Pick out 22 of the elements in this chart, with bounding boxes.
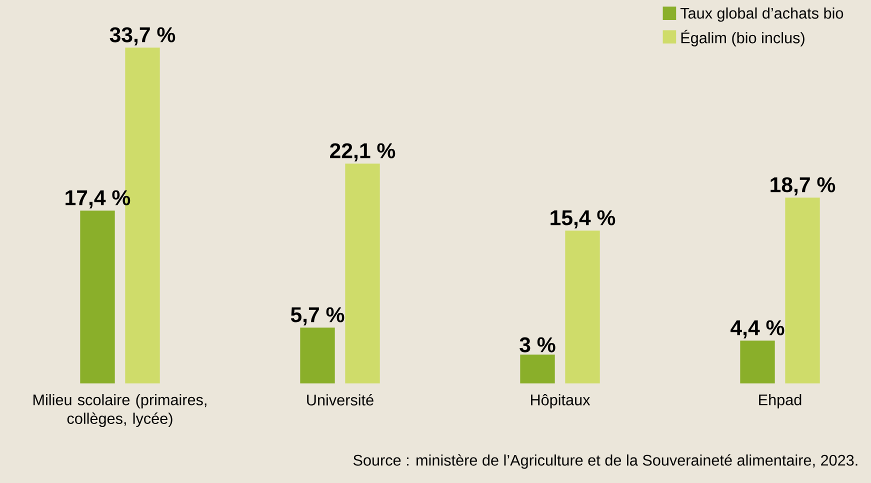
bar <box>344 162 382 385</box>
bar <box>564 229 602 385</box>
legend-label: Taux global d’achats bio <box>680 7 844 22</box>
data-label: 33,7 % <box>110 27 176 46</box>
bar <box>298 326 336 385</box>
x-tick-label: Hôpitaux <box>531 394 590 408</box>
legend-label: Égalim (bio inclus) <box>681 30 804 46</box>
data-label: 18,7 % <box>770 177 836 196</box>
bar <box>738 339 776 385</box>
data-label: 17,4 % <box>66 190 130 208</box>
data-label: 3 % <box>520 337 556 352</box>
data-label: 5,7 % <box>290 307 344 326</box>
x-tick-label: Université <box>307 394 374 406</box>
x-tick-label: Milieu scolaire (primaires, collèges, lycée) <box>34 394 206 427</box>
source-note: Source : ministère de l’Agriculture et de la Souveraineté alimentaire, 2023. <box>353 454 858 469</box>
data-label: 15,4 % <box>550 210 616 228</box>
data-label: 4,4 % <box>730 320 784 338</box>
bar <box>784 196 822 385</box>
data-label: 22,1 % <box>330 143 396 162</box>
x-tick-label: Ehpad <box>759 394 802 408</box>
bar <box>518 353 556 385</box>
bar <box>78 209 116 385</box>
